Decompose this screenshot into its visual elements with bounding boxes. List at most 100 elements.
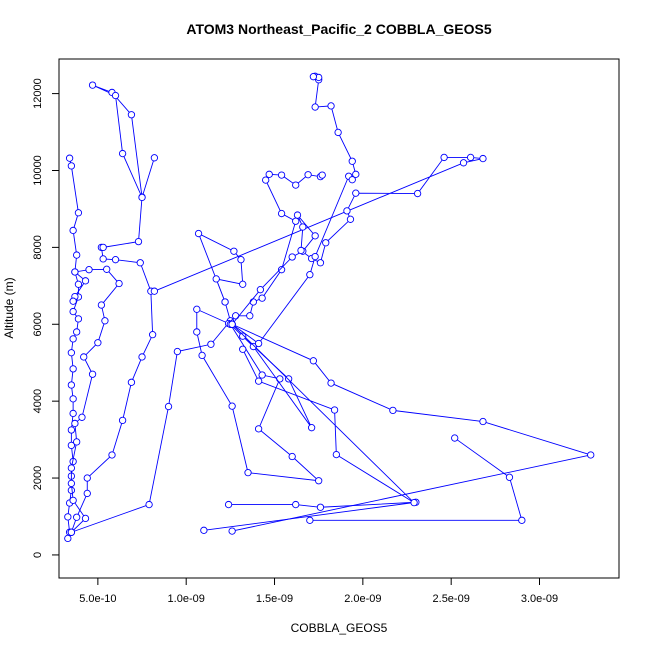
data-point <box>67 162 76 170</box>
data-point <box>67 381 76 389</box>
data-point <box>67 441 76 450</box>
data-point <box>81 277 90 285</box>
data-point <box>97 301 106 309</box>
data-point <box>64 534 72 543</box>
data-point <box>306 271 314 279</box>
data-point <box>256 286 265 294</box>
data-point <box>74 209 83 217</box>
data-point <box>73 328 81 336</box>
data-point <box>127 378 136 386</box>
data-point <box>69 335 77 343</box>
data-point <box>83 489 91 498</box>
y-tick-label: 2000 <box>32 466 44 490</box>
data-point <box>71 419 79 428</box>
x-tick-label: 1.5e-09 <box>256 593 293 605</box>
data-point <box>88 370 97 378</box>
x-tick-label: 1.0e-09 <box>168 593 205 605</box>
series-1 <box>64 154 83 543</box>
data-point <box>74 280 83 288</box>
y-axis-label: Altitude (m) <box>2 277 16 338</box>
data-point <box>239 280 247 288</box>
data-point <box>69 365 77 373</box>
data-point <box>254 425 263 433</box>
data-point <box>239 345 247 353</box>
series-5 <box>193 170 326 485</box>
series-line <box>309 437 523 521</box>
data-point <box>73 251 81 259</box>
data-point <box>67 349 76 357</box>
data-point <box>346 215 355 223</box>
data-point <box>451 434 459 442</box>
data-point <box>230 247 238 255</box>
data-point <box>85 266 93 274</box>
series-4 <box>67 229 247 536</box>
data-point <box>311 252 319 261</box>
series-line <box>70 84 155 533</box>
data-point <box>518 516 526 524</box>
y-tick-label: 0 <box>32 552 44 558</box>
data-point <box>145 500 153 509</box>
series-12 <box>228 72 360 348</box>
series-11 <box>150 153 487 328</box>
data-point <box>307 424 316 432</box>
data-point <box>67 426 76 434</box>
data-point <box>352 170 360 178</box>
data-point <box>80 353 88 361</box>
data-point <box>440 153 448 162</box>
data-point <box>330 406 339 414</box>
data-point <box>299 223 307 231</box>
chart-title: ATOM3 Northeast_Pacific_2 COBBLA_GEOS5 <box>186 21 491 37</box>
data-point <box>309 357 318 365</box>
data-point <box>69 307 77 316</box>
data-point <box>118 416 127 425</box>
data-point <box>327 379 335 387</box>
data-point <box>322 239 330 247</box>
data-point <box>292 217 300 225</box>
y-tick-label: 6000 <box>32 312 44 336</box>
data-point <box>99 255 107 263</box>
data-point <box>277 266 286 274</box>
data-point <box>306 516 314 524</box>
data-point <box>352 189 360 197</box>
data-point <box>348 157 356 165</box>
data-point <box>67 528 76 536</box>
data-point <box>94 339 102 347</box>
data-point <box>136 259 144 267</box>
x-tick-label: 2.5e-09 <box>433 593 470 605</box>
data-point <box>198 351 206 360</box>
data-point <box>587 451 595 459</box>
data-point <box>69 496 77 504</box>
data-point <box>288 253 296 261</box>
data-point <box>207 340 215 348</box>
data-point <box>127 111 136 119</box>
data-point <box>111 256 120 264</box>
data-point <box>164 402 173 411</box>
data-point <box>479 154 487 163</box>
data-point <box>228 402 236 410</box>
data-point <box>327 102 335 110</box>
data-point <box>69 395 77 403</box>
y-tick-label: 10000 <box>32 155 44 186</box>
series-9 <box>306 434 526 524</box>
data-point <box>150 154 159 162</box>
data-point <box>193 328 201 336</box>
data-point <box>246 312 254 320</box>
data-point <box>173 347 182 356</box>
data-point <box>292 500 300 509</box>
data-point <box>316 503 325 511</box>
data-point <box>311 232 319 240</box>
data-point <box>69 297 77 305</box>
data-point <box>249 342 257 351</box>
x-tick-label: 5.0e-10 <box>79 593 116 605</box>
data-point <box>148 330 157 339</box>
x-axis-label: COBBLA_GEOS5 <box>291 621 388 635</box>
data-point <box>69 409 77 418</box>
x-tick-label: 3.0e-09 <box>521 593 558 605</box>
data-point <box>505 473 514 481</box>
data-point <box>108 451 116 459</box>
data-point <box>254 377 263 385</box>
data-point <box>334 128 342 137</box>
data-point <box>101 317 109 325</box>
data-point <box>316 259 325 267</box>
